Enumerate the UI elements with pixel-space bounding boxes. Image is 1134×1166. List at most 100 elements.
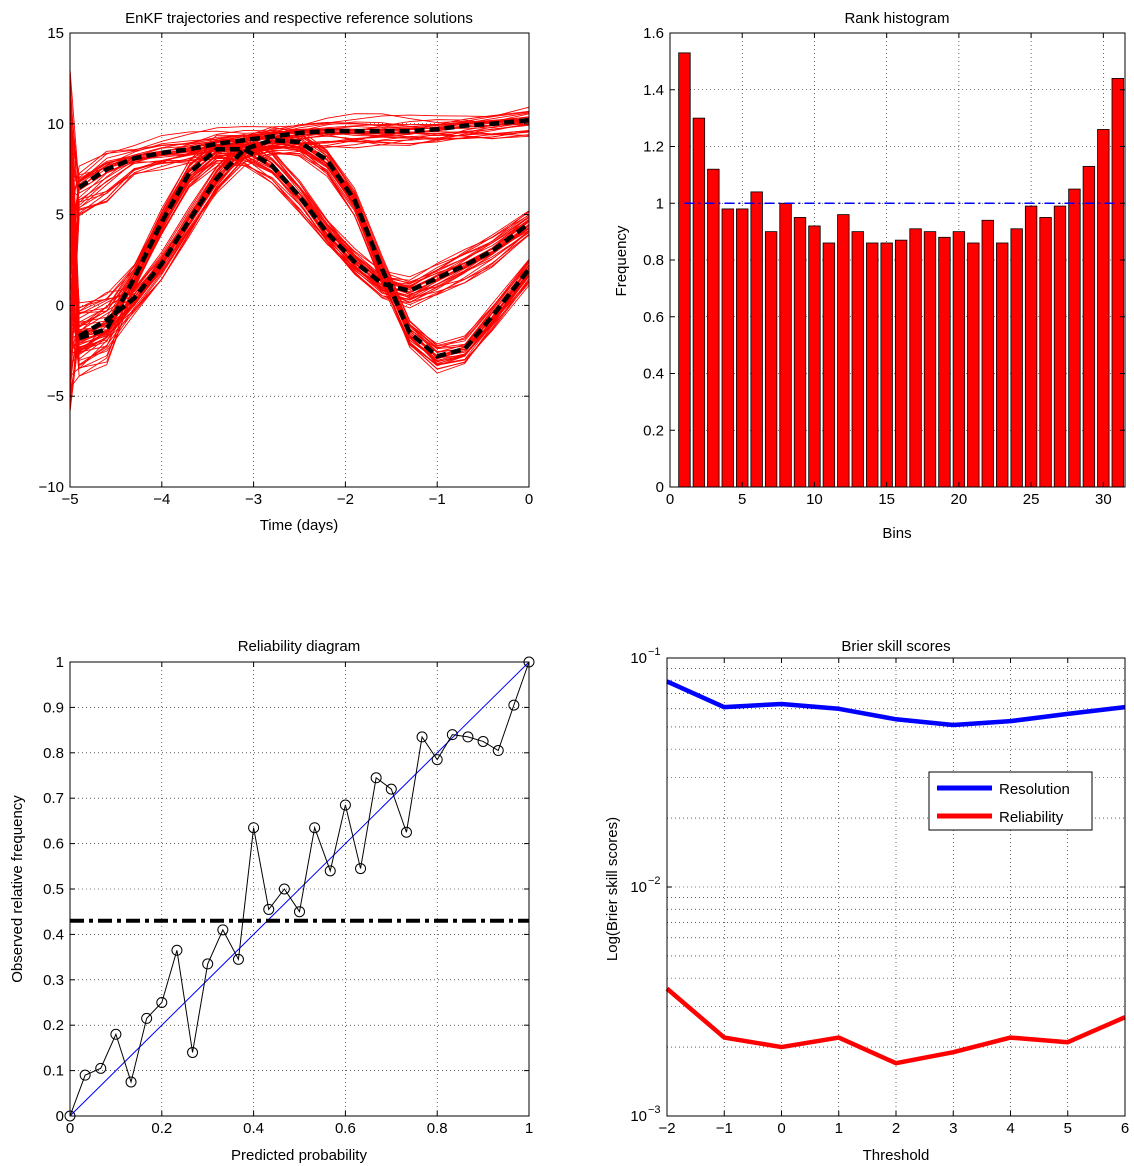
y-tick-exponent: −2 xyxy=(648,875,661,887)
histogram-bar xyxy=(866,242,879,488)
y-tick-label: 0 xyxy=(656,479,664,496)
histogram-bar xyxy=(1068,188,1081,488)
brier-series-line-resolution xyxy=(666,679,1126,728)
x-tick-label: 1 xyxy=(835,1120,843,1137)
reliability-title: Reliability diagram xyxy=(238,638,361,655)
trajectories-axes-box xyxy=(69,32,530,488)
brier-series-line-reliability xyxy=(665,986,1126,1066)
x-tick-label: −1 xyxy=(716,1120,733,1137)
ensemble-member-line xyxy=(69,135,530,353)
x-tick-label: 0 xyxy=(666,491,674,508)
ensemble-member-line xyxy=(69,119,530,341)
ensemble-member-line xyxy=(69,141,530,342)
histogram-bar xyxy=(779,202,792,488)
ensemble-member-line xyxy=(69,140,530,355)
y-tick-label: 0.1 xyxy=(43,1063,64,1080)
observed-frequency-marker xyxy=(355,863,367,875)
observed-frequency-marker xyxy=(110,1028,122,1040)
histogram-bar xyxy=(750,191,763,488)
observed-frequency-marker xyxy=(385,783,397,795)
brier-xlabel: Threshold xyxy=(863,1147,930,1164)
histogram-bar xyxy=(923,231,937,488)
x-tick-label: 2 xyxy=(892,1120,900,1137)
observed-frequency-marker xyxy=(248,822,260,834)
x-tick-label: −2 xyxy=(658,1120,675,1137)
histogram-bar xyxy=(967,242,980,488)
trajectories-xlabel: Time (days) xyxy=(260,517,339,534)
x-tick-label: −4 xyxy=(153,491,170,508)
observed-frequency-marker xyxy=(462,731,474,743)
y-tick-label: −5 xyxy=(47,388,64,405)
x-tick-label: 0.2 xyxy=(151,1120,172,1137)
y-tick-label: 10 xyxy=(47,116,64,133)
histogram-bar xyxy=(808,225,821,488)
y-tick-label: 0.4 xyxy=(643,366,664,383)
histogram-bar xyxy=(1082,165,1096,488)
reference-solution-line xyxy=(77,117,530,190)
histogram-bar xyxy=(793,217,807,488)
x-tick-label: −3 xyxy=(245,491,262,508)
reliability-ylabel: Observed relative frequency xyxy=(9,795,26,983)
y-tick-label: 1.6 xyxy=(643,25,664,42)
ensemble-member-line xyxy=(69,150,530,374)
x-tick-label: −2 xyxy=(337,491,354,508)
y-tick-label: 0.9 xyxy=(43,699,64,716)
perfect-reliability-diagonal xyxy=(69,661,530,1117)
ensemble-member-line xyxy=(69,145,530,353)
y-tick-label: 1 xyxy=(656,195,664,212)
ensemble-member-line xyxy=(69,140,530,412)
y-tick-label: 10 xyxy=(630,650,647,667)
x-tick-label: 30 xyxy=(1095,491,1112,508)
ensemble-member-line xyxy=(69,126,530,389)
histogram-bar xyxy=(996,242,1009,488)
observed-frequency-marker xyxy=(309,822,321,834)
ensemble-member-line xyxy=(69,145,530,326)
histogram-bar xyxy=(1097,129,1110,488)
y-tick-label: 0 xyxy=(56,297,64,314)
observed-frequency-marker xyxy=(263,903,275,915)
ensemble-member-line xyxy=(69,154,530,353)
x-tick-label: 3 xyxy=(949,1120,957,1137)
x-tick-label: 0 xyxy=(66,1120,74,1137)
y-tick-label: −10 xyxy=(39,479,64,496)
histogram-bar xyxy=(880,242,893,488)
histogram-bar xyxy=(894,239,908,488)
ensemble-member-line xyxy=(69,134,530,304)
ensemble-member-line xyxy=(69,159,530,389)
y-tick-label: 0.8 xyxy=(43,745,64,762)
rank-histogram-panel: Rank histogram Bins Frequency 0 5 10 15 20 25… xyxy=(613,10,1126,542)
legend-label-reliability: Reliability xyxy=(999,809,1064,826)
x-tick-label: −1 xyxy=(429,491,446,508)
ensemble-member-line xyxy=(69,111,530,223)
brier-ylabel: Log(Brier skill scores) xyxy=(604,817,621,961)
ensemble-member-line xyxy=(69,129,530,365)
histogram-bar xyxy=(822,242,836,488)
histogram-bar xyxy=(1039,217,1052,488)
ensemble-member-line xyxy=(69,139,530,323)
brier-title: Brier skill scores xyxy=(841,638,950,655)
y-tick-exponent: −3 xyxy=(648,1104,661,1116)
y-tick-label: 15 xyxy=(47,25,64,42)
trajectories-title: EnKF trajectories and respective referen… xyxy=(125,10,473,27)
histogram-bar xyxy=(692,117,706,488)
x-tick-label: 0 xyxy=(777,1120,785,1137)
observed-frequency-marker xyxy=(187,1046,199,1058)
reliability-xlabel: Predicted probability xyxy=(231,1147,367,1164)
observed-frequency-marker xyxy=(141,1012,153,1024)
observed-frequency-marker xyxy=(171,944,183,956)
y-tick-label: 0.5 xyxy=(43,881,64,898)
y-tick-label: 1 xyxy=(56,654,64,671)
histogram-bar xyxy=(952,231,966,488)
histogram-bar xyxy=(938,236,951,488)
y-tick-label: 0.2 xyxy=(643,422,664,439)
y-tick-label: 0.6 xyxy=(43,836,64,853)
x-tick-label: 15 xyxy=(878,491,895,508)
x-tick-label: 10 xyxy=(806,491,823,508)
observed-frequency-marker xyxy=(278,883,290,895)
observed-frequency-marker xyxy=(370,772,382,784)
x-tick-label: 4 xyxy=(1006,1120,1014,1137)
y-tick-label: 0.4 xyxy=(43,926,64,943)
reliability-axes-box xyxy=(69,661,530,1117)
observed-frequency-marker xyxy=(446,729,458,741)
x-tick-label: 0.4 xyxy=(243,1120,264,1137)
